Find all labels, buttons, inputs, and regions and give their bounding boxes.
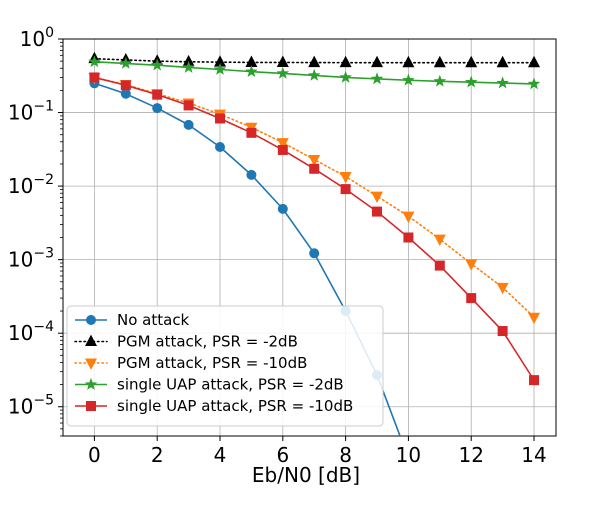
plot-frame bbox=[62, 38, 557, 437]
data-point bbox=[465, 259, 478, 271]
data-point bbox=[182, 54, 195, 67]
data-point bbox=[529, 375, 540, 386]
data-point bbox=[309, 163, 320, 174]
data-point bbox=[339, 172, 352, 184]
data-point bbox=[371, 55, 384, 68]
legend-marker bbox=[86, 401, 96, 411]
series-layer bbox=[88, 51, 541, 436]
data-point bbox=[308, 154, 321, 167]
data-point bbox=[89, 72, 100, 83]
x-tick-label: 2 bbox=[151, 443, 164, 467]
data-point bbox=[245, 55, 258, 67]
data-point bbox=[246, 127, 257, 138]
data-point bbox=[528, 55, 541, 68]
y-tick-label: 10−1 bbox=[8, 99, 54, 125]
x-tick-label: 0 bbox=[88, 443, 101, 467]
legend-label: PGM attack, PSR = -2dB bbox=[117, 333, 298, 351]
data-point bbox=[433, 234, 446, 247]
axes: 0 2 4 6 8 10 12 14 10−5 10−4 10−3 10−2 10−1 100 bbox=[8, 25, 557, 467]
x-tick-label: 8 bbox=[339, 443, 352, 467]
data-point bbox=[370, 72, 384, 85]
data-point bbox=[339, 70, 352, 83]
x-tick-label: 4 bbox=[214, 443, 227, 467]
data-point bbox=[433, 74, 447, 87]
data-point bbox=[527, 77, 541, 90]
data-point bbox=[307, 68, 321, 81]
x-tick-label: 14 bbox=[521, 443, 546, 467]
legend-box bbox=[66, 305, 384, 427]
data-point bbox=[276, 138, 289, 150]
data-point bbox=[120, 88, 131, 99]
series-3 bbox=[88, 55, 541, 90]
data-point bbox=[464, 75, 478, 88]
legend-label: single UAP attack, PSR = -10dB bbox=[117, 397, 353, 415]
data-point bbox=[309, 248, 320, 259]
data-point bbox=[340, 184, 351, 195]
x-tick-label: 6 bbox=[276, 443, 289, 467]
data-point bbox=[371, 191, 384, 204]
data-point bbox=[214, 55, 227, 67]
data-point bbox=[402, 55, 415, 68]
data-point bbox=[215, 142, 226, 153]
data-point bbox=[119, 56, 133, 69]
y-tick-label: 10−5 bbox=[8, 393, 54, 419]
data-point bbox=[497, 326, 508, 337]
series-line bbox=[93, 76, 535, 318]
data-point bbox=[496, 76, 509, 89]
y-tick-label: 10−4 bbox=[8, 319, 54, 345]
data-point bbox=[339, 55, 352, 68]
data-point bbox=[308, 55, 321, 68]
data-point bbox=[466, 293, 477, 304]
data-point bbox=[465, 55, 478, 68]
data-point bbox=[120, 80, 131, 91]
data-point bbox=[528, 312, 541, 325]
legend-marker bbox=[86, 315, 96, 325]
data-point bbox=[434, 260, 445, 271]
y-tick-label: 100 bbox=[20, 25, 54, 51]
legend-label: No attack bbox=[117, 311, 190, 329]
data-point bbox=[496, 282, 509, 295]
data-point bbox=[150, 58, 164, 71]
data-point bbox=[183, 100, 194, 111]
data-point bbox=[152, 89, 163, 100]
x-tick-label: 12 bbox=[458, 443, 483, 467]
x-axis-label: Eb/N0 [dB] bbox=[252, 463, 360, 487]
data-point bbox=[183, 119, 194, 130]
y-tick-label: 10−2 bbox=[8, 172, 54, 198]
legend-marker bbox=[85, 358, 97, 370]
data-point bbox=[402, 211, 415, 224]
data-point bbox=[496, 55, 509, 68]
legend: No attack PGM attack, PSR = -2dB PGM attac… bbox=[66, 305, 384, 427]
data-point bbox=[152, 103, 163, 114]
legend-label: PGM attack, PSR = -10dB bbox=[117, 354, 307, 372]
data-point bbox=[433, 55, 446, 68]
y-tick-label: 10−3 bbox=[8, 246, 54, 272]
data-point bbox=[276, 66, 290, 79]
data-point bbox=[372, 206, 383, 217]
series-4 bbox=[89, 72, 540, 386]
data-point bbox=[245, 65, 258, 77]
data-point bbox=[277, 203, 288, 214]
data-point bbox=[277, 144, 288, 155]
data-point bbox=[246, 169, 257, 180]
data-point bbox=[276, 55, 289, 67]
x-tick-label: 10 bbox=[396, 443, 421, 467]
data-point bbox=[402, 73, 415, 86]
data-point bbox=[182, 60, 195, 73]
legend-marker bbox=[84, 377, 98, 390]
legend-label: single UAP attack, PSR = -2dB bbox=[117, 376, 344, 394]
data-point bbox=[88, 55, 101, 68]
data-point bbox=[215, 113, 226, 124]
legend-marker bbox=[85, 334, 97, 346]
data-point bbox=[403, 232, 414, 243]
data-point bbox=[213, 62, 227, 75]
